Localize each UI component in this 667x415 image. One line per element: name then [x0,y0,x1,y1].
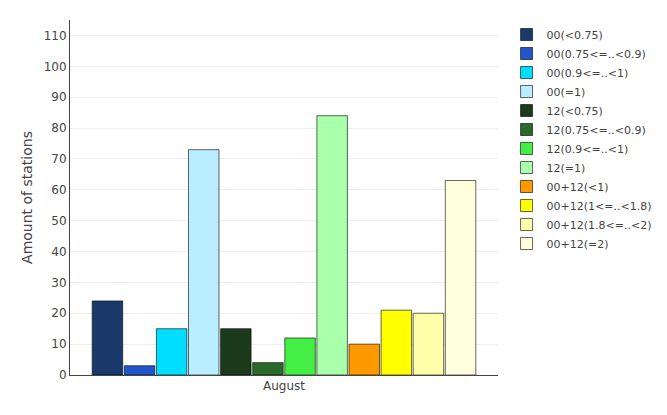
svg-text:00+12(<1): 00+12(<1) [547,181,609,194]
svg-text:30: 30 [51,276,66,290]
svg-text:12(<0.75): 12(<0.75) [547,105,603,118]
svg-text:70: 70 [51,152,66,166]
svg-text:110: 110 [44,29,67,43]
svg-text:Amount of stations: Amount of stations [19,131,35,264]
svg-text:80: 80 [51,121,66,135]
svg-text:12(0.75<=..<0.9): 12(0.75<=..<0.9) [547,124,646,137]
svg-text:10: 10 [51,337,66,351]
svg-text:40: 40 [51,245,66,259]
svg-text:50: 50 [51,214,66,228]
svg-text:00+12(1<=..<1.8): 00+12(1<=..<1.8) [547,200,652,213]
svg-text:00(<0.75): 00(<0.75) [547,29,603,42]
svg-text:0: 0 [59,368,67,382]
svg-text:00+12(1.8<=..<2): 00+12(1.8<=..<2) [547,219,652,232]
svg-text:00(0.75<=..<0.9): 00(0.75<=..<0.9) [547,48,646,61]
svg-text:00(0.9<=..<1): 00(0.9<=..<1) [547,67,629,80]
svg-text:100: 100 [44,60,67,74]
svg-text:August: August [263,379,305,393]
svg-text:12(0.9<=..<1): 12(0.9<=..<1) [547,143,629,156]
svg-text:90: 90 [51,90,66,104]
svg-text:12(=1): 12(=1) [547,162,586,175]
svg-text:60: 60 [51,183,66,197]
svg-text:00(=1): 00(=1) [547,86,586,99]
svg-text:20: 20 [51,306,66,320]
svg-text:00+12(=2): 00+12(=2) [547,238,609,251]
